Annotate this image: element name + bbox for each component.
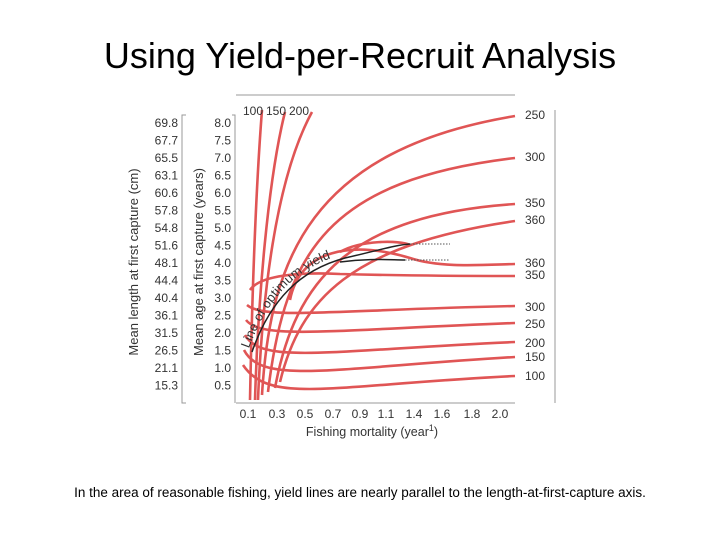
right-curve-label: 250	[525, 108, 545, 122]
length-tick-label: 31.5	[155, 326, 179, 340]
length-axis-title: Mean length at first capture (cm)	[126, 168, 141, 355]
right-curve-label: 360	[525, 213, 545, 227]
length-tick-label: 40.4	[155, 291, 179, 305]
right-curve-label: 250	[525, 317, 545, 331]
age-tick-label: 4.5	[214, 239, 231, 253]
x-tick-label: 0.9	[352, 407, 369, 421]
x-tick-label: 0.5	[297, 407, 314, 421]
length-tick-label: 51.6	[155, 239, 179, 253]
x-tick-label: 1.6	[434, 407, 451, 421]
right-curve-label: 100	[525, 369, 545, 383]
x-tick-label: 1.4	[406, 407, 423, 421]
length-tick-label: 67.7	[155, 134, 179, 148]
age-tick-label: 2.5	[214, 309, 231, 323]
age-tick-label: 2.0	[214, 326, 231, 340]
age-tick-label: 8.0	[214, 116, 231, 130]
length-tick-label: 21.1	[155, 361, 179, 375]
x-tick-label: 0.7	[325, 407, 342, 421]
x-tick-label: 1.8	[464, 407, 481, 421]
length-tick-label: 65.5	[155, 151, 179, 165]
age-tick-label: 7.5	[214, 134, 231, 148]
right-curve-label: 350	[525, 196, 545, 210]
length-tick-label: 15.3	[155, 379, 179, 393]
age-tick-label: 0.5	[214, 379, 231, 393]
right-curve-label: 200	[525, 336, 545, 350]
x-tick-label: 0.3	[269, 407, 286, 421]
age-tick-label: 1.0	[214, 361, 231, 375]
right-curve-label: 350	[525, 268, 545, 282]
age-tick-label: 6.0	[214, 186, 231, 200]
length-tick-label: 48.1	[155, 256, 179, 270]
age-tick-label: 6.5	[214, 169, 231, 183]
right-curve-label: 300	[525, 300, 545, 314]
length-tick-label: 63.1	[155, 169, 179, 183]
top-curve-label: 100	[243, 104, 263, 118]
length-tick-label: 57.8	[155, 204, 179, 218]
age-axis-title: Mean age at first capture (years)	[191, 168, 206, 356]
top-curve-label: 150	[266, 104, 286, 118]
x-axis-exponent: 1	[429, 423, 434, 433]
right-curve-label: 300	[525, 150, 545, 164]
x-axis-title-text: Fishing mortality (year	[306, 425, 429, 439]
length-tick-label: 44.4	[155, 274, 179, 288]
age-tick-label: 3.5	[214, 274, 231, 288]
top-curve-label: 200	[289, 104, 309, 118]
age-tick-label: 5.0	[214, 221, 231, 235]
figure-frame	[181, 94, 556, 404]
length-tick-label: 36.1	[155, 309, 179, 323]
x-tick-label: 0.1	[240, 407, 257, 421]
age-tick-label: 1.5	[214, 344, 231, 358]
x-axis-title: Fishing mortality (year1)	[306, 423, 438, 439]
x-tick-label: 2.0	[492, 407, 509, 421]
optimum-line	[251, 243, 411, 353]
age-tick-label: 4.0	[214, 256, 231, 270]
age-tick-label: 7.0	[214, 151, 231, 165]
slide-title: Using Yield-per-Recruit Analysis	[104, 35, 616, 76]
length-tick-label: 54.8	[155, 221, 179, 235]
right-curve-label: 150	[525, 350, 545, 364]
x-axis-close: )	[434, 425, 438, 439]
yield-curves	[241, 109, 516, 401]
age-tick-label: 3.0	[214, 291, 231, 305]
right-curve-label: 360	[525, 256, 545, 270]
age-tick-label: 5.5	[214, 204, 231, 218]
length-tick-label: 69.8	[155, 116, 179, 130]
length-tick-label: 60.6	[155, 186, 179, 200]
x-tick-label: 1.1	[378, 407, 395, 421]
optimum-line-branch	[339, 258, 406, 263]
length-tick-label: 26.5	[155, 344, 179, 358]
caption: In the area of reasonable fishing, yield…	[74, 485, 646, 500]
